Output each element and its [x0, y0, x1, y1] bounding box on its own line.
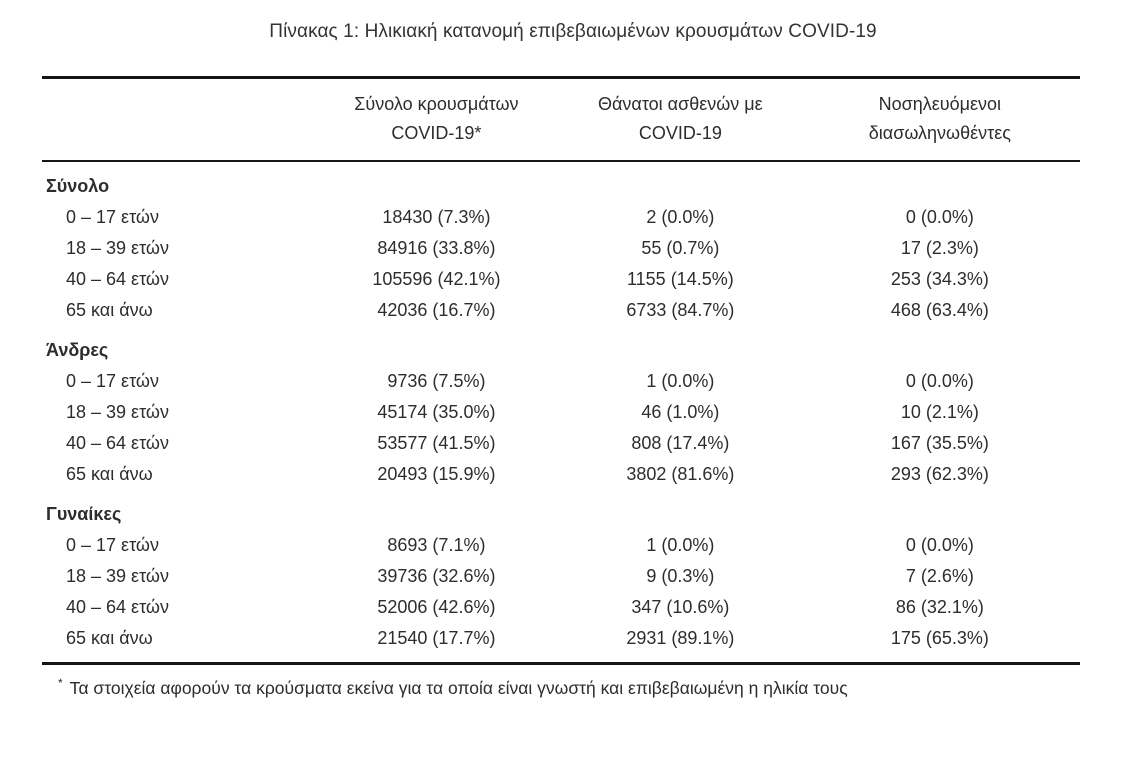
- deaths-value: 2 (0.0%): [646, 207, 715, 227]
- covid-age-distribution-table: Σύνολο κρουσμάτων COVID-19* Θάνατοι ασθε…: [42, 76, 1080, 665]
- header-cases: Σύνολο κρουσμάτων COVID-19*: [312, 78, 561, 162]
- age-group-label: 0 – 17 ετών: [66, 371, 159, 391]
- section-row-men: Άνδρες: [42, 326, 1080, 366]
- intubated-value: 468 (63.4%): [890, 300, 989, 320]
- deaths-value: 55 (0.7%): [641, 238, 720, 258]
- intubated-value: 167 (35.5%): [890, 433, 989, 453]
- header-intubated-line2: διασωληνωθέντες: [868, 123, 1011, 143]
- table-row: 18 – 39 ετών 39736 (32.6%) 9 (0.3%) 7 (2…: [42, 561, 1080, 592]
- age-group-label: 65 και άνω: [66, 628, 153, 648]
- cases-value: 52006 (42.6%): [377, 597, 496, 617]
- header-empty-cell: [42, 78, 312, 162]
- table-row: 18 – 39 ετών 45174 (35.0%) 46 (1.0%) 10 …: [42, 397, 1080, 428]
- cases-value: 105596 (42.1%): [372, 269, 501, 289]
- age-group-label: 65 και άνω: [66, 464, 153, 484]
- deaths-value: 347 (10.6%): [631, 597, 730, 617]
- table-row: 0 – 17 ετών 18430 (7.3%) 2 (0.0%) 0 (0.0…: [42, 202, 1080, 233]
- header-intubated-line1: Νοσηλευόμενοι: [878, 94, 1002, 114]
- age-group-label: 40 – 64 ετών: [66, 433, 169, 453]
- intubated-value: 0 (0.0%): [905, 535, 974, 555]
- table-row: 65 και άνω 20493 (15.9%) 3802 (81.6%) 29…: [42, 459, 1080, 490]
- age-group-label: 0 – 17 ετών: [66, 207, 159, 227]
- age-group-label: 0 – 17 ετών: [66, 535, 159, 555]
- table-row: 0 – 17 ετών 9736 (7.5%) 1 (0.0%) 0 (0.0%…: [42, 366, 1080, 397]
- cases-value: 53577 (41.5%): [377, 433, 496, 453]
- footnote-text: Τα στοιχεία αφορούν τα κρούσματα εκείνα …: [69, 677, 848, 698]
- header-cases-line2: COVID-19*: [391, 123, 482, 143]
- header-intubated: Νοσηλευόμενοι διασωληνωθέντες: [800, 78, 1080, 162]
- deaths-value: 6733 (84.7%): [626, 300, 735, 320]
- deaths-value: 808 (17.4%): [631, 433, 730, 453]
- deaths-value: 3802 (81.6%): [626, 464, 735, 484]
- cases-value: 45174 (35.0%): [377, 402, 496, 422]
- age-group-label: 18 – 39 ετών: [66, 566, 169, 586]
- section-row-total: Σύνολο: [42, 161, 1080, 202]
- intubated-value: 0 (0.0%): [905, 371, 974, 391]
- table-row: 65 και άνω 21540 (17.7%) 2931 (89.1%) 17…: [42, 623, 1080, 664]
- table-row: 40 – 64 ετών 105596 (42.1%) 1155 (14.5%)…: [42, 264, 1080, 295]
- cases-value: 9736 (7.5%): [387, 371, 486, 391]
- deaths-value: 1155 (14.5%): [626, 269, 734, 289]
- intubated-value: 17 (2.3%): [900, 238, 979, 258]
- header-deaths-line2: COVID-19: [638, 123, 722, 143]
- cases-value: 21540 (17.7%): [377, 628, 496, 648]
- header-row: Σύνολο κρουσμάτων COVID-19* Θάνατοι ασθε…: [42, 78, 1080, 162]
- deaths-value: 9 (0.3%): [646, 566, 715, 586]
- intubated-value: 293 (62.3%): [890, 464, 989, 484]
- table-row: 65 και άνω 42036 (16.7%) 6733 (84.7%) 46…: [42, 295, 1080, 326]
- section-row-women: Γυναίκες: [42, 490, 1080, 530]
- deaths-value: 46 (1.0%): [641, 402, 720, 422]
- age-group-label: 40 – 64 ετών: [66, 597, 169, 617]
- age-group-label: 18 – 39 ετών: [66, 238, 169, 258]
- deaths-value: 1 (0.0%): [646, 371, 715, 391]
- age-group-label: 40 – 64 ετών: [66, 269, 169, 289]
- cases-value: 42036 (16.7%): [377, 300, 496, 320]
- cases-value: 8693 (7.1%): [387, 535, 486, 555]
- footnote: * Τα στοιχεία αφορούν τα κρούσματα εκείνα…: [58, 676, 1146, 699]
- table-row: 40 – 64 ετών 52006 (42.6%) 347 (10.6%) 8…: [42, 592, 1080, 623]
- cases-value: 39736 (32.6%): [377, 566, 496, 586]
- footnote-marker: *: [58, 676, 63, 690]
- section-label: Γυναίκες: [46, 504, 122, 524]
- intubated-value: 7 (2.6%): [905, 566, 974, 586]
- table-row: 18 – 39 ετών 84916 (33.8%) 55 (0.7%) 17 …: [42, 233, 1080, 264]
- cases-value: 84916 (33.8%): [377, 238, 496, 258]
- table-body: Σύνολο 0 – 17 ετών 18430 (7.3%) 2 (0.0%)…: [42, 161, 1080, 664]
- section-label: Άνδρες: [46, 340, 109, 360]
- table-row: 40 – 64 ετών 53577 (41.5%) 808 (17.4%) 1…: [42, 428, 1080, 459]
- table-row: 0 – 17 ετών 8693 (7.1%) 1 (0.0%) 0 (0.0%…: [42, 530, 1080, 561]
- deaths-value: 1 (0.0%): [646, 535, 715, 555]
- table-title: Πίνακας 1: Ηλικιακή κατανομή επιβεβαιωμέ…: [269, 21, 877, 42]
- header-cases-line1: Σύνολο κρουσμάτων: [354, 94, 519, 114]
- intubated-value: 10 (2.1%): [900, 402, 979, 422]
- header-deaths-line1: Θάνατοι ασθενών με: [598, 94, 763, 114]
- intubated-value: 0 (0.0%): [905, 207, 974, 227]
- cases-value: 20493 (15.9%): [377, 464, 496, 484]
- table-header: Σύνολο κρουσμάτων COVID-19* Θάνατοι ασθε…: [42, 78, 1080, 162]
- age-group-label: 18 – 39 ετών: [66, 402, 169, 422]
- deaths-value: 2931 (89.1%): [626, 628, 735, 648]
- intubated-value: 86 (32.1%): [895, 597, 984, 617]
- intubated-value: 253 (34.3%): [890, 269, 989, 289]
- cases-value: 18430 (7.3%): [382, 207, 491, 227]
- section-label: Σύνολο: [46, 176, 110, 196]
- header-deaths: Θάνατοι ασθενών με COVID-19: [561, 78, 800, 162]
- age-group-label: 65 και άνω: [66, 300, 153, 320]
- intubated-value: 175 (65.3%): [890, 628, 989, 648]
